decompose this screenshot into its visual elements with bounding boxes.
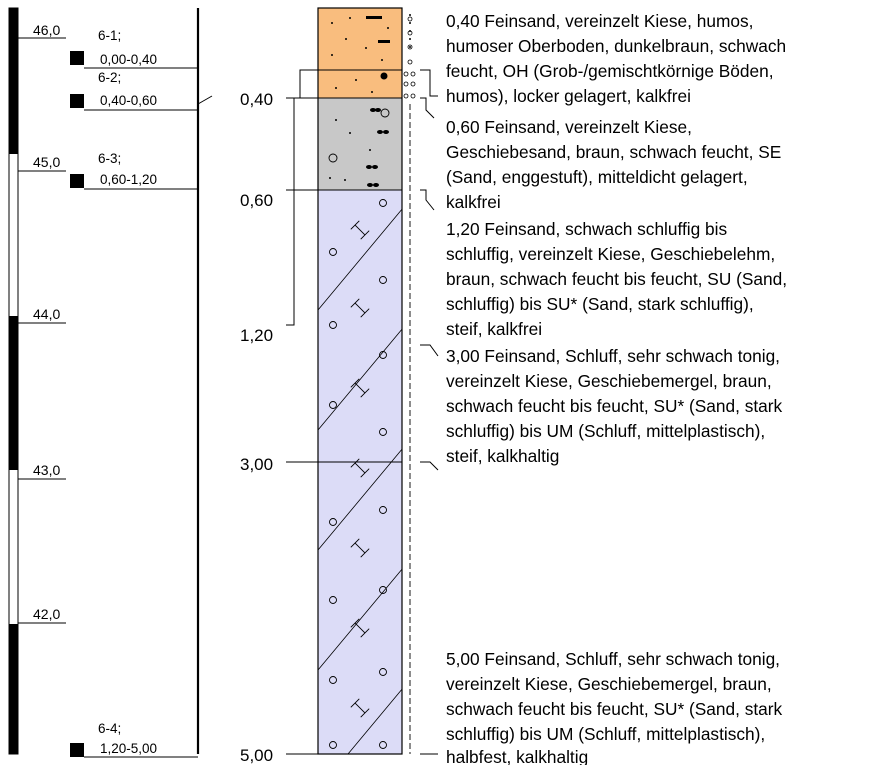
elevation-label: 43,0 (33, 462, 60, 478)
elevation-label: 42,0 (33, 606, 60, 622)
sample-id: 6-1; (98, 28, 121, 43)
description-line: steif, kalkhaltig (446, 446, 559, 466)
description-leaders (420, 69, 439, 755)
sample-marker (70, 174, 84, 188)
description-line: humos), locker gelagert, kalkfrei (446, 86, 691, 106)
description-line: vereinzelt Kiese, Geschiebemergel, braun… (446, 674, 772, 694)
layer-topsoil (318, 8, 402, 70)
elevation-scale: 46,0 45,0 44,0 43,0 42,0 (8, 7, 66, 755)
sample-marker (70, 51, 84, 65)
layer-description-3: 3,00 Feinsand, Schluff, sehr schwach ton… (446, 346, 783, 466)
sample-range: 0,40-0,60 (100, 93, 157, 108)
layer-description-1: 0,60 Feinsand, vereinzelt Kiese, Geschie… (446, 117, 781, 212)
sample-id: 6-4; (98, 721, 121, 736)
description-line: vereinzelt Kiese, Geschiebemergel, braun… (446, 371, 772, 391)
depth-label: 3,00 (240, 455, 273, 474)
description-line: schwach feucht bis feucht, SU* (Sand, st… (446, 396, 783, 416)
description-line: feucht, OH (Grob-/gemischtkörnige Böden, (446, 61, 774, 81)
sample-range: 0,00-0,40 (100, 52, 157, 67)
layer-descriptions: 0,40 Feinsand, vereinzelt Kiese, humos, … (446, 11, 787, 765)
sample-range: 1,20-5,00 (100, 741, 157, 756)
samples-column: 6-1; 0,00-0,40 6-2; 0,40-0,60 6-3; 0,60-… (70, 8, 213, 758)
layer-topsoil-lower (318, 70, 402, 98)
layer-description-4: 5,00 Feinsand, Schluff, sehr schwach ton… (446, 649, 783, 765)
description-line: steif, kalkfrei (446, 319, 542, 339)
description-line: schwach feucht bis feucht, SU* (Sand, st… (446, 699, 783, 719)
description-line: Geschiebesand, braun, schwach feucht, SE (446, 142, 781, 162)
elevation-scale-segment (9, 316, 18, 470)
layer-till-hatch (318, 190, 402, 754)
elevation-label: 45,0 (33, 154, 60, 170)
description-line: 0,60 Feinsand, vereinzelt Kiese, (446, 117, 692, 137)
soil-column-outline (317, 7, 403, 755)
sample-id: 6-3; (98, 151, 121, 166)
sample-range: 0,60-1,20 (100, 172, 157, 187)
description-line: halbfest, kalkhaltig (446, 747, 588, 765)
layer-sand (318, 98, 402, 190)
description-line: schluffig) bis SU* (Sand, stark schluffi… (446, 294, 754, 314)
description-line: (Sand, enggestuft), mitteldicht gelagert… (446, 167, 748, 187)
layer-description-0: 0,40 Feinsand, vereinzelt Kiese, humos, … (446, 11, 786, 106)
depth-label: 0,40 (240, 90, 273, 109)
description-line: braun, schwach feucht bis feucht, SU (Sa… (446, 269, 787, 289)
depth-label: 5,00 (240, 746, 273, 765)
description-line: schluffig) bis UM (Schluff, mittelplasti… (446, 724, 765, 744)
description-line: kalkfrei (446, 192, 501, 212)
soil-symbols (329, 16, 390, 187)
layer-description-2: 1,20 Feinsand, schwach schluffig bis sch… (446, 219, 787, 339)
moisture-column (403, 14, 416, 754)
description-line: schluffig, vereinzelt Kiese, Geschiebele… (446, 244, 775, 264)
sample-marker (70, 743, 84, 757)
depth-label: 0,60 (240, 191, 273, 210)
sample-marker (70, 94, 84, 108)
description-line: 0,40 Feinsand, vereinzelt Kiese, humos, (446, 11, 753, 31)
depth-label: 1,20 (240, 326, 273, 345)
depth-labels (286, 69, 318, 755)
elevation-scale-segment (9, 624, 18, 754)
description-line: 3,00 Feinsand, Schluff, sehr schwach ton… (446, 346, 780, 366)
description-line: schluffig) bis UM (Schluff, mittelplasti… (446, 421, 765, 441)
elevation-label: 44,0 (33, 306, 60, 322)
elevation-label: 46,0 (33, 22, 60, 38)
sample-id: 6-2; (98, 70, 121, 85)
elevation-scale-segment (9, 8, 18, 154)
soil-column (317, 7, 403, 755)
description-line: 5,00 Feinsand, Schluff, sehr schwach ton… (446, 649, 780, 669)
description-line: humoser Oberboden, dunkelbraun, schwach (446, 36, 786, 56)
description-line: 1,20 Feinsand, schwach schluffig bis (446, 219, 728, 239)
